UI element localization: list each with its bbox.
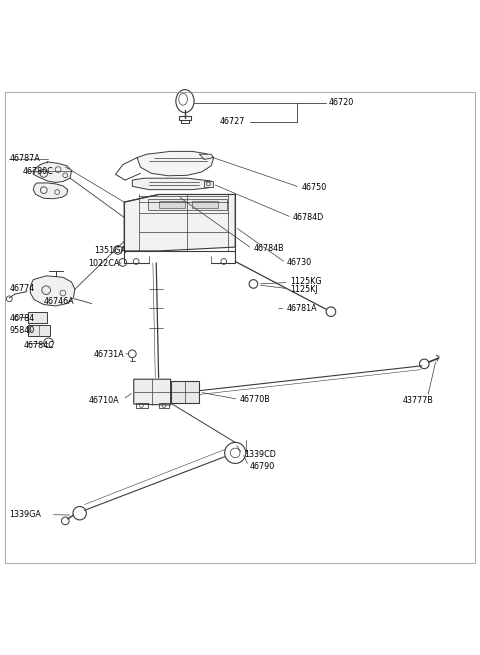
Text: 46710A: 46710A [88, 396, 119, 405]
Text: 46784B: 46784B [253, 244, 284, 253]
Text: 46790: 46790 [250, 462, 275, 472]
Polygon shape [33, 183, 68, 198]
Polygon shape [199, 154, 214, 160]
Polygon shape [134, 379, 170, 405]
Polygon shape [124, 195, 235, 251]
Text: 46784D: 46784D [293, 213, 324, 222]
Text: 1351GA: 1351GA [94, 246, 126, 255]
Text: 46784: 46784 [9, 314, 35, 323]
Text: 46750: 46750 [301, 183, 326, 192]
Text: 46730: 46730 [287, 258, 312, 267]
Text: 46746A: 46746A [44, 297, 74, 306]
Text: 46727: 46727 [220, 117, 245, 126]
Text: 46784C: 46784C [23, 341, 54, 350]
Text: 46780C: 46780C [22, 168, 53, 176]
Text: 1339GA: 1339GA [9, 510, 41, 519]
Polygon shape [137, 151, 214, 176]
Text: 1125KG: 1125KG [290, 276, 322, 286]
Text: 46720: 46720 [328, 98, 354, 107]
Text: 46787A: 46787A [9, 154, 40, 163]
Text: 95840: 95840 [9, 326, 35, 335]
FancyBboxPatch shape [192, 200, 218, 208]
Text: 46774: 46774 [9, 284, 35, 293]
Polygon shape [33, 162, 72, 183]
Text: 46781A: 46781A [287, 305, 318, 313]
Polygon shape [30, 276, 75, 306]
Polygon shape [132, 178, 211, 190]
FancyBboxPatch shape [28, 312, 47, 323]
Text: 43777B: 43777B [403, 396, 433, 405]
Text: 46731A: 46731A [94, 350, 125, 359]
Text: 1339CD: 1339CD [244, 450, 276, 459]
FancyBboxPatch shape [28, 325, 50, 336]
Text: 1022CA: 1022CA [88, 259, 120, 269]
Text: 46770B: 46770B [240, 395, 271, 404]
Text: 1125KJ: 1125KJ [290, 285, 318, 293]
FancyBboxPatch shape [158, 200, 185, 208]
FancyBboxPatch shape [148, 198, 227, 210]
Polygon shape [170, 381, 199, 403]
FancyBboxPatch shape [204, 181, 213, 187]
